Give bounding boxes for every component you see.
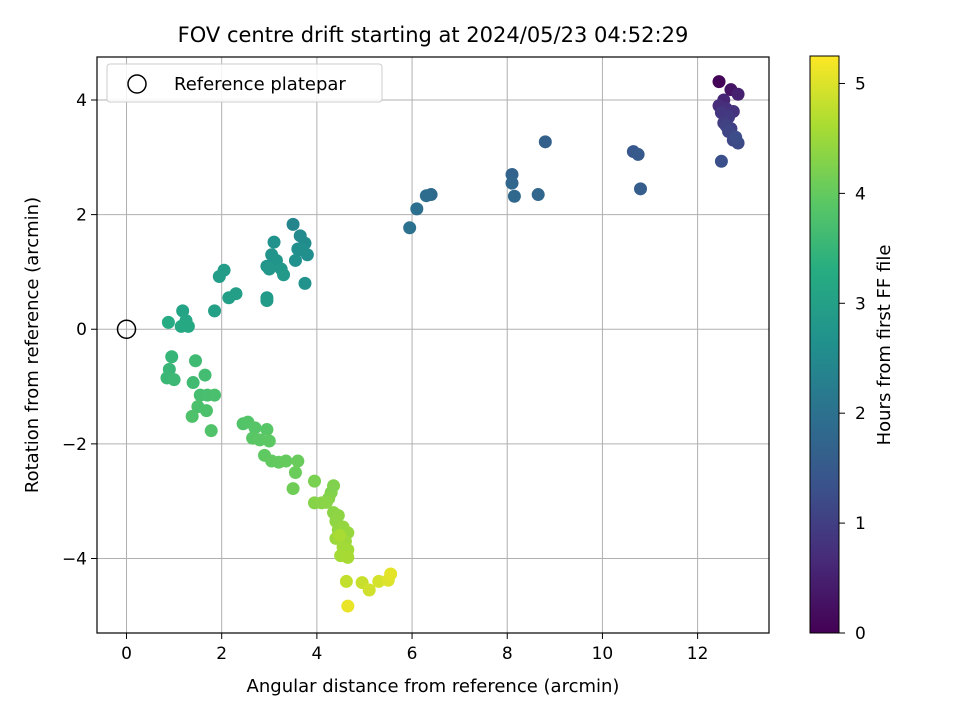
data-point: [384, 567, 398, 581]
legend-box: [106, 63, 383, 103]
data-point: [198, 368, 212, 382]
x-axis-label: Angular distance from reference (arcmin): [247, 676, 620, 697]
y-tick-label: 2: [76, 206, 87, 226]
x-tick-label: 8: [502, 644, 513, 664]
data-point: [296, 243, 310, 257]
y-tick-label: −4: [62, 549, 87, 569]
data-point: [286, 482, 300, 496]
data-point: [262, 262, 276, 276]
data-point: [731, 87, 745, 101]
data-point: [729, 130, 743, 144]
y-axis-ticks: −4 −2 0 2 4: [62, 91, 97, 569]
data-point: [291, 454, 305, 468]
data-point: [189, 354, 203, 368]
data-point: [222, 291, 236, 305]
data-point: [161, 315, 175, 329]
legend-entry: Reference platepar: [174, 74, 346, 95]
legend-marker-icon: [127, 74, 147, 94]
data-point: [262, 434, 276, 448]
data-point: [212, 270, 226, 284]
y-tick-label: 0: [76, 320, 87, 340]
x-tick-label: 2: [216, 644, 227, 664]
data-point: [403, 221, 417, 235]
data-point: [260, 423, 274, 437]
data-point: [419, 189, 433, 203]
data-point: [319, 495, 333, 509]
data-point: [410, 202, 424, 216]
data-point: [186, 376, 200, 390]
x-tick-label: 0: [121, 644, 132, 664]
data-point: [208, 304, 222, 318]
data-point: [298, 276, 312, 290]
x-tick-label: 6: [407, 644, 418, 664]
data-point: [248, 421, 262, 435]
data-point: [538, 135, 552, 149]
data-point: [631, 147, 645, 161]
x-tick-label: 12: [687, 644, 709, 664]
plot-frame: [96, 56, 770, 634]
colorbar-tick-label: 0: [855, 624, 866, 644]
data-point: [277, 268, 291, 282]
colorbar-tick-label: 4: [855, 184, 866, 204]
data-point: [260, 294, 274, 308]
x-tick-label: 10: [592, 644, 614, 664]
reference-point: [116, 319, 137, 339]
data-point: [185, 409, 199, 423]
colorbar-tick-label: 2: [855, 404, 866, 424]
data-point: [279, 454, 293, 468]
data-point: [341, 550, 355, 564]
colorbar-tick-label: 3: [855, 294, 866, 314]
data-point: [167, 373, 181, 387]
data-point: [362, 583, 376, 597]
data-point: [208, 388, 222, 402]
y-tick-label: 4: [76, 91, 87, 111]
data-point: [253, 433, 267, 447]
legend: Reference platepar: [106, 63, 383, 103]
data-point: [341, 599, 355, 613]
data-point: [507, 189, 521, 203]
y-axis-label: Rotation from reference (arcmin): [22, 197, 43, 493]
data-point: [339, 574, 353, 588]
data-point: [505, 176, 519, 190]
data-point: [634, 182, 648, 196]
data-point: [327, 479, 341, 493]
data-point: [531, 188, 545, 202]
data-point: [307, 474, 321, 488]
data-point: [199, 404, 213, 418]
y-tick-label: −2: [62, 435, 87, 455]
data-point: [372, 574, 386, 588]
data-point: [712, 75, 726, 89]
data-point: [204, 424, 218, 438]
data-point: [333, 529, 347, 543]
data-points: [160, 75, 745, 613]
data-point: [286, 217, 300, 231]
x-axis-ticks: 0 2 4 6 8 10 12: [121, 633, 708, 664]
data-point: [165, 350, 179, 364]
colorbar-label: Hours from first FF file: [874, 245, 895, 446]
colorbar-tick-label: 1: [855, 514, 866, 534]
x-tick-label: 4: [311, 644, 322, 664]
colorbar: 0 1 2 3 4 5 Hours from first FF file: [809, 55, 895, 644]
data-point: [288, 466, 302, 480]
chart-title: FOV centre drift starting at 2024/05/23 …: [178, 23, 689, 47]
data-point: [288, 253, 302, 267]
data-point: [267, 235, 281, 249]
colorbar-tick-label: 5: [855, 74, 866, 94]
gridlines: [97, 57, 769, 633]
colorbar-gradient: [809, 55, 840, 634]
data-point: [181, 319, 195, 333]
colorbar-ticks: 0 1 2 3 4 5: [839, 74, 866, 644]
data-point: [714, 154, 728, 168]
